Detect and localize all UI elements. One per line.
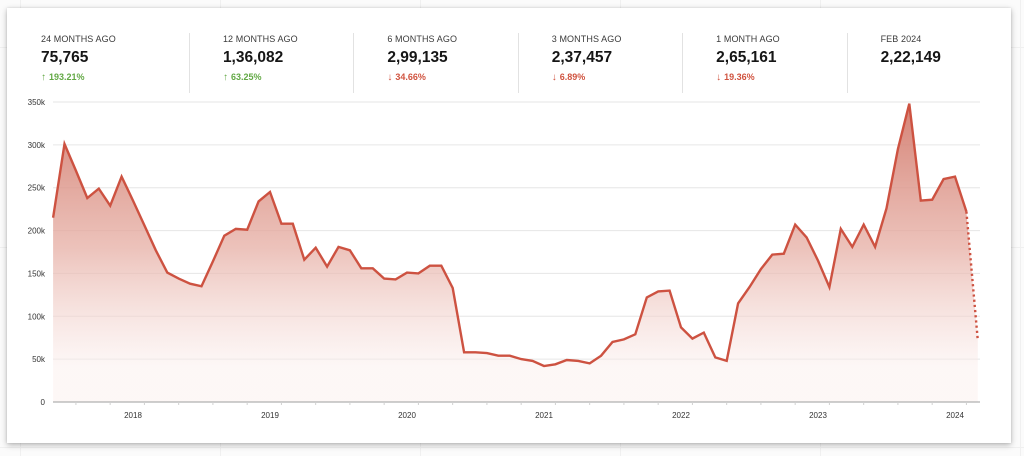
y-tick-label: 100k	[28, 312, 46, 321]
kpi-24-months-ago: 24 MONTHS AGO 75,765 ↑ 193.21%	[7, 25, 189, 93]
kpi-6-months-ago: 6 MONTHS AGO 2,99,135 ↓ 34.66%	[353, 25, 517, 93]
arrow-down-icon: ↓	[551, 72, 557, 83]
x-tick-label: 2018	[124, 411, 142, 420]
arrow-down-icon: ↓	[716, 72, 722, 83]
x-tick-label: 2019	[261, 411, 279, 420]
kpi-value: 1,36,082	[222, 49, 284, 66]
kpi-delta-value: 34.66%	[395, 72, 426, 82]
y-tick-label: 300k	[28, 141, 46, 150]
area-fill	[53, 103, 978, 402]
x-tick-label: 2021	[535, 411, 553, 420]
arrow-up-icon: ↑	[41, 72, 46, 83]
kpi-delta-value: 193.21%	[49, 72, 85, 82]
kpi-value: 2,22,149	[880, 49, 941, 66]
kpi-12-months-ago: 12 MONTHS AGO 1,36,082 ↑ 63.25%	[188, 25, 353, 93]
arrow-down-icon: ↓	[387, 72, 393, 83]
area-chart[interactable]: 0 50k 100k 150k 200k 250k 300k 350k 2018 2019 202…	[7, 8, 1011, 443]
kpi-delta: ↓ 19.36%	[716, 72, 846, 83]
x-axis: 2018 2019 2020 2021 2022 2023 2024	[53, 401, 980, 420]
kpi-1-month-ago: 1 MONTH AGO 2,65,161 ↓ 19.36%	[682, 25, 846, 93]
kpi-value: 2,65,161	[716, 49, 777, 66]
x-tick-label: 2022	[672, 411, 690, 420]
arrow-up-icon: ↑	[222, 72, 228, 83]
kpi-delta: ↓ 6.89%	[552, 72, 682, 83]
chart-container: 0 50k 100k 150k 200k 250k 300k 350k 2018 2019 202…	[7, 8, 1011, 443]
y-tick-label: 150k	[28, 269, 46, 278]
kpi-delta: ↓ 34.66%	[387, 72, 517, 83]
y-tick-label: 200k	[28, 227, 46, 236]
kpi-3-months-ago: 3 MONTHS AGO 2,37,457 ↓ 6.89%	[517, 25, 682, 93]
x-tick-label: 2023	[809, 411, 827, 420]
y-tick-label: 50k	[32, 355, 46, 364]
kpi-label: 3 MONTHS AGO	[551, 34, 622, 44]
y-tick-label: 250k	[28, 184, 46, 193]
stats-card: 24 MONTHS AGO 75,765 ↑ 193.21% 12 MONTHS…	[7, 8, 1011, 443]
kpi-value: 75,765	[41, 49, 89, 66]
kpi-value: 2,37,457	[551, 49, 613, 66]
kpi-delta-value: 19.36%	[724, 72, 755, 82]
kpi-label: 12 MONTHS AGO	[222, 34, 298, 44]
kpi-delta: ↑ 193.21%	[41, 72, 189, 83]
kpi-delta-value: 6.89%	[559, 72, 586, 82]
kpi-current-month: FEB 2024 2,22,149	[846, 25, 1011, 93]
kpi-delta: ↑ 63.25%	[223, 72, 353, 83]
x-tick-label: 2024	[946, 411, 964, 420]
kpi-label: 6 MONTHS AGO	[387, 34, 458, 44]
kpi-label: 24 MONTHS AGO	[41, 34, 116, 44]
kpi-row: 24 MONTHS AGO 75,765 ↑ 193.21% 12 MONTHS…	[7, 25, 1011, 93]
kpi-label: 1 MONTH AGO	[716, 34, 780, 44]
series-line	[51, 103, 968, 368]
y-axis-labels: 0 50k 100k 150k 200k 250k 300k 350k	[28, 98, 46, 407]
kpi-delta-value: 63.25%	[230, 72, 262, 82]
y-tick-label: 350k	[28, 98, 46, 107]
x-tick-label: 2020	[398, 411, 416, 420]
kpi-label: FEB 2024	[880, 34, 922, 44]
kpi-value: 2,99,135	[387, 49, 448, 66]
y-tick-label: 0	[41, 398, 46, 407]
projected-line	[965, 211, 979, 341]
